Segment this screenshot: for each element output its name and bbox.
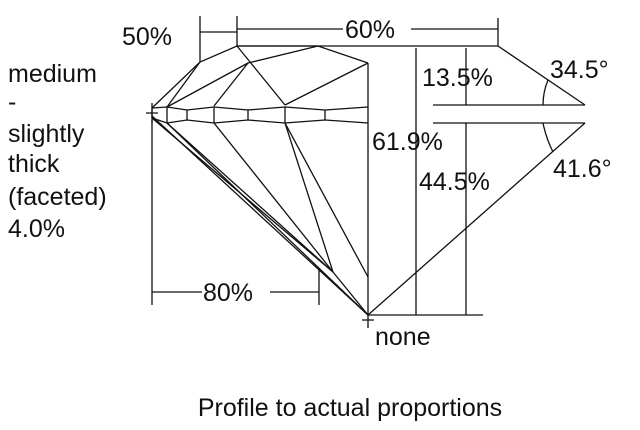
girdle-top [151,106,369,111]
crown-facet [236,45,286,106]
labels: medium - slightly thick (faceted) 4.0% 5… [8,16,612,422]
star-length-label: 50% [122,23,172,51]
crown-height-label: 13.5% [422,64,493,92]
pavilion-facet [284,122,334,273]
girdle-label-line: 4.0% [8,215,65,243]
crown-facet [284,62,369,106]
crown-facet [213,62,249,107]
pavilion-slope [367,122,586,316]
pavilion-angle-arc [542,122,554,153]
pavilion-facet [166,122,334,273]
girdle-bottom [151,117,369,124]
crown-angle-arc [542,79,549,106]
table-label: 60% [345,16,395,44]
right-angle-diagram [237,45,586,316]
pavilion-facet [213,122,334,273]
total-depth-label: 61.9% [372,128,443,156]
caption: Profile to actual proportions [198,394,502,422]
crown-angle-label: 34.5° [550,56,609,84]
pavilion-depth-label: 44.5% [419,168,490,196]
crown-facet [166,61,201,108]
crown-facet [247,45,319,64]
dimension-lines [151,16,499,305]
crown-facet [166,62,249,108]
girdle-label-line: thick [8,150,60,178]
pavilion-facet [332,271,369,316]
pavilion-facet [284,122,369,278]
girdle-label-line: (faceted) [8,183,107,211]
girdle-marker [146,103,158,123]
crown-slope [497,45,586,106]
girdle-label-line: medium [8,60,97,88]
lower-half-label: 80% [203,279,253,307]
diamond-profile [146,45,374,328]
pavilion-angle-label: 41.6° [553,155,612,183]
culet-label: none [375,323,431,351]
pavilion-facet [166,122,369,316]
culet-marker [362,314,374,328]
girdle-label-line: - [8,88,16,116]
girdle-label-line: slightly [8,120,85,148]
crown-outline [151,45,369,109]
